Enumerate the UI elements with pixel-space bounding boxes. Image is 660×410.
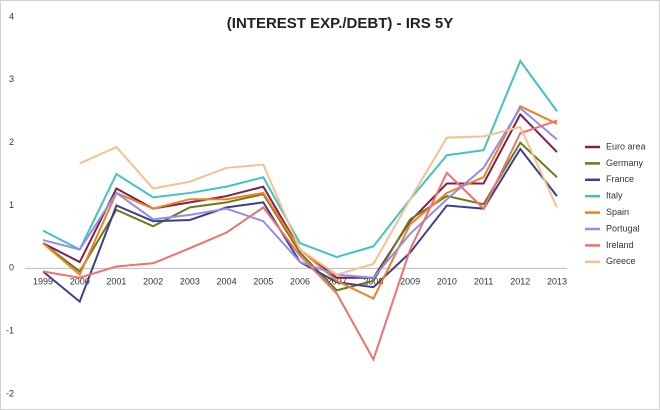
x-tick-label: 2009 [400,277,420,287]
legend-label: Germany [606,158,644,168]
y-tick-label: 2 [9,137,14,147]
x-tick-label: 2004 [217,277,237,287]
series-line [42,58,558,259]
legend-label: Portugal [606,223,640,233]
legend-label: Spain [606,207,629,217]
y-tick-label: 1 [9,200,14,210]
y-tick-label: 3 [9,74,14,84]
x-tick-label: 2003 [180,277,200,287]
x-tick-label: 1999 [33,277,53,287]
series-line [42,119,558,362]
x-tick-label: 2005 [253,277,273,287]
x-tick-label: 2013 [547,277,567,287]
series-line [42,141,558,292]
x-tick-label: 2001 [106,277,126,287]
x-tick-label: 2012 [510,277,530,287]
series-line [79,125,558,276]
series-line [42,106,558,279]
y-tick-label: -1 [6,326,14,336]
x-tick-label: 2011 [474,277,493,287]
x-tick-label: 2000 [70,277,90,287]
legend-label: Euro area [606,141,646,151]
x-tick-label: 2006 [290,277,310,287]
x-tick-label: 2002 [143,277,163,287]
y-tick-label: 4 [9,11,14,21]
legend-label: France [606,174,634,184]
chart-title: (INTEREST EXP./DEBT) - IRS 5Y [227,15,453,32]
x-tick-label: 2010 [437,277,457,287]
legend-label: Italy [606,191,623,201]
y-tick-label: 0 [9,263,14,273]
legend-label: Ireland [606,240,634,250]
y-tick-label: -2 [6,388,14,398]
legend-label: Greece [606,256,636,266]
